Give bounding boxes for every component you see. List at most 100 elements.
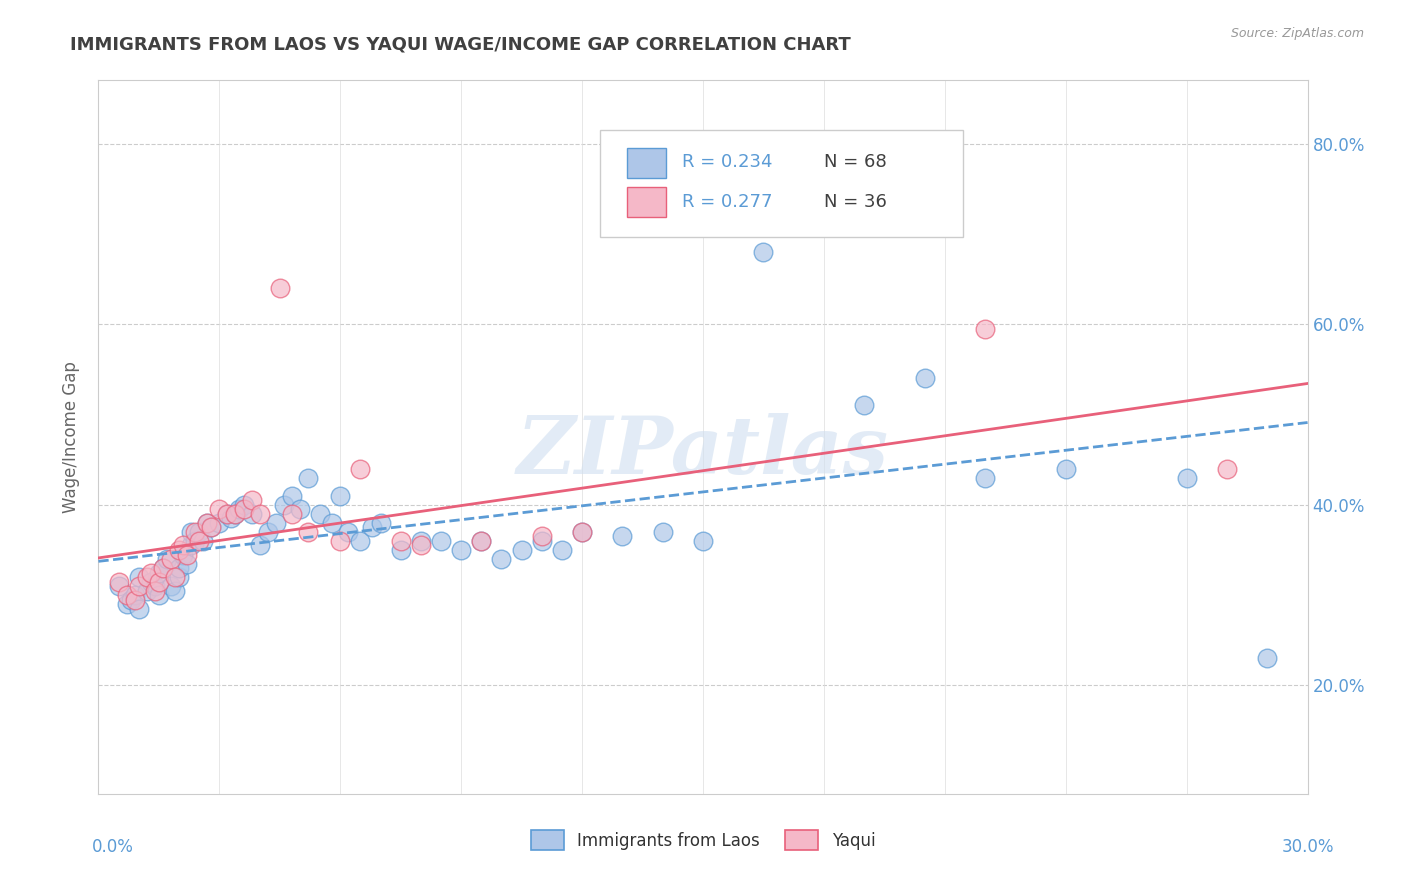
Point [974, 471, 997, 485]
Point [1054, 461, 1077, 475]
Point [195, 516, 218, 530]
Point [1256, 651, 1278, 665]
Point [148, 574, 170, 589]
Legend: Immigrants from Laos, Yaqui: Immigrants from Laos, Yaqui [524, 823, 882, 857]
Bar [627, 187, 665, 218]
Point [139, 574, 162, 589]
Point [370, 516, 392, 530]
Point [240, 493, 263, 508]
Point [195, 516, 218, 530]
Point [337, 524, 360, 539]
Point [571, 524, 593, 539]
Point [184, 524, 207, 539]
Point [551, 543, 574, 558]
FancyBboxPatch shape [600, 130, 963, 237]
Point [430, 533, 453, 548]
Point [530, 533, 553, 548]
Point [450, 543, 472, 558]
Point [853, 399, 876, 413]
Point [148, 588, 170, 602]
Point [232, 502, 254, 516]
Point [221, 511, 243, 525]
Point [208, 516, 231, 530]
Point [217, 507, 239, 521]
Point [193, 533, 215, 548]
Point [208, 502, 231, 516]
Point [128, 570, 150, 584]
Text: N = 68: N = 68 [824, 153, 887, 171]
Point [224, 507, 246, 521]
Point [167, 570, 190, 584]
Point [124, 588, 146, 602]
Point [651, 524, 673, 539]
Point [107, 574, 129, 589]
Point [297, 524, 319, 539]
Text: ZIPatlas: ZIPatlas [517, 413, 889, 490]
Point [228, 502, 250, 516]
Text: IMMIGRANTS FROM LAOS VS YAQUI WAGE/INCOME GAP CORRELATION CHART: IMMIGRANTS FROM LAOS VS YAQUI WAGE/INCOM… [70, 36, 851, 54]
Point [128, 579, 150, 593]
Point [256, 524, 278, 539]
Point [167, 543, 190, 558]
Point [974, 321, 997, 335]
Point [692, 533, 714, 548]
Point [180, 539, 202, 553]
Text: 30.0%: 30.0% [1281, 838, 1334, 856]
Point [188, 524, 211, 539]
Point [115, 597, 138, 611]
Point [200, 520, 222, 534]
Point [152, 561, 174, 575]
Point [1216, 461, 1239, 475]
Point [329, 533, 352, 548]
Point [914, 371, 936, 385]
Point [389, 543, 412, 558]
Point [510, 543, 533, 558]
Point [160, 552, 183, 566]
Point [224, 507, 246, 521]
Text: R = 0.277: R = 0.277 [682, 193, 773, 211]
Point [152, 561, 174, 575]
Point [264, 516, 287, 530]
Point [612, 529, 634, 543]
Point [172, 539, 194, 553]
Point [232, 498, 254, 512]
Point [309, 507, 332, 521]
Point [148, 566, 170, 580]
Point [163, 583, 186, 598]
Point [273, 498, 295, 512]
Point [184, 533, 207, 548]
Point [163, 570, 186, 584]
Point [156, 552, 179, 566]
Point [321, 516, 343, 530]
Point [281, 507, 304, 521]
Point [217, 507, 239, 521]
Point [793, 209, 815, 223]
Point [143, 583, 166, 598]
Point [249, 507, 271, 521]
Point [107, 579, 129, 593]
Point [269, 281, 291, 295]
Point [176, 557, 198, 571]
Point [180, 524, 202, 539]
Point [167, 561, 190, 575]
Point [172, 548, 194, 562]
Point [188, 533, 211, 548]
Text: 0.0%: 0.0% [91, 838, 134, 856]
Point [530, 529, 553, 543]
Point [176, 548, 198, 562]
Point [139, 566, 162, 580]
Point [135, 570, 157, 584]
Text: Source: ZipAtlas.com: Source: ZipAtlas.com [1230, 27, 1364, 40]
Point [160, 579, 183, 593]
Point [135, 583, 157, 598]
Point [120, 592, 142, 607]
Point [389, 533, 412, 548]
Point [349, 533, 371, 548]
Point [1175, 471, 1198, 485]
Point [491, 552, 513, 566]
Point [470, 533, 492, 548]
Point [571, 524, 593, 539]
Point [297, 471, 319, 485]
Point [409, 539, 432, 553]
Point [329, 489, 352, 503]
